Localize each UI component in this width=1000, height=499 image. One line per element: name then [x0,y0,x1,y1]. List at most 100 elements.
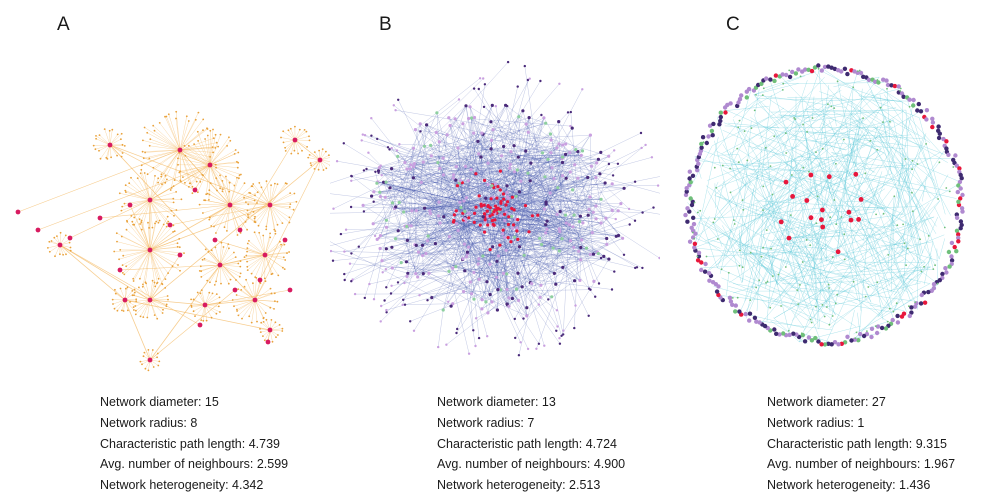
graph-node [384,247,388,251]
rim-node [784,72,789,78]
peripheral-node [622,253,626,256]
graph-node [852,86,855,89]
graph-node [411,146,416,150]
graph-node [361,203,365,207]
graph-node [815,305,817,308]
leaf-node [196,130,199,133]
stat-label: Characteristic path length [100,436,242,451]
leaf-node [112,303,114,305]
leaf-node [200,289,203,291]
leaf-node [111,298,114,301]
peripheral-node [380,304,383,308]
graph-node [390,245,394,249]
graph-node [473,211,477,215]
graph-node [463,217,467,221]
graph-node [421,253,425,258]
leaf-node [167,113,170,116]
leaf-node [241,317,243,320]
graph-node [414,243,418,247]
leaf-node [239,265,242,268]
rim-node [918,109,924,114]
leaf-node [160,173,163,176]
leaf-node [208,199,210,201]
leaf-node [161,312,164,314]
leaf-node [185,115,188,118]
leaf-node [254,276,257,278]
graph-node [825,306,828,308]
rim-node [685,206,690,211]
leaf-node [202,129,204,131]
peripheral-node [386,146,390,149]
edge-layer [330,61,660,356]
graph-node [816,195,819,198]
leaf-node [133,291,136,294]
graph-node [568,239,573,243]
peripheral-node [644,143,647,147]
leaf-node [306,146,308,148]
graph-node [573,163,577,167]
rim-node [809,68,815,74]
rim-node [781,331,786,336]
graph-node [524,122,528,126]
graph-node [441,156,445,160]
leaf-node [216,189,218,192]
leaf-node [252,282,254,285]
graph-node [560,174,565,178]
graph-node [447,269,451,273]
leaf-node [105,156,108,159]
leaf-node [167,220,170,223]
leaf-node [213,284,216,286]
leaf-node [273,308,275,310]
leaf-node [98,134,101,136]
rim-node [747,318,752,323]
graph-node [507,215,511,219]
graph-node [496,288,500,292]
peripheral-node [610,288,614,291]
leaf-node [152,366,155,368]
leaf-node [253,199,256,202]
graph-node [762,87,765,90]
graph-node [605,242,609,246]
graph-node [544,121,548,125]
leaf-node [151,279,154,282]
core-node [853,171,859,177]
graph-node [834,302,837,305]
peripheral-node [628,223,631,226]
graph-node [516,237,520,241]
graph-node [438,166,442,171]
peripheral-node [331,259,335,262]
peripheral-node [335,160,339,163]
hub-node [177,252,183,258]
leaf-node [173,230,176,233]
peripheral-node [385,286,388,289]
rim-node [899,91,905,96]
graph-node [693,201,696,204]
leaf-node [270,273,273,276]
leaf-node [161,282,163,285]
graph-node [879,106,882,109]
hub-node [122,297,128,303]
graph-node [405,238,409,242]
leaf-node [123,145,126,147]
graph-node [426,234,430,238]
graph-node [560,237,564,241]
graph-node [771,193,774,196]
graph-node [867,286,870,288]
rim-node [768,77,773,82]
graph-node [916,163,919,165]
leaf-node [113,307,116,310]
graph-node [482,212,487,216]
peripheral-node [437,345,440,349]
leaf-node [190,298,193,301]
graph-node [461,257,465,261]
graph-node [501,232,505,236]
peripheral-node [589,288,592,291]
leaf-node [215,177,218,180]
rim-node [929,288,934,293]
graph-node [462,242,467,246]
leaf-node [228,136,230,139]
graph-node [766,280,769,283]
core-node [819,217,824,223]
rim-node [687,176,692,181]
peripheral-node [389,292,393,295]
